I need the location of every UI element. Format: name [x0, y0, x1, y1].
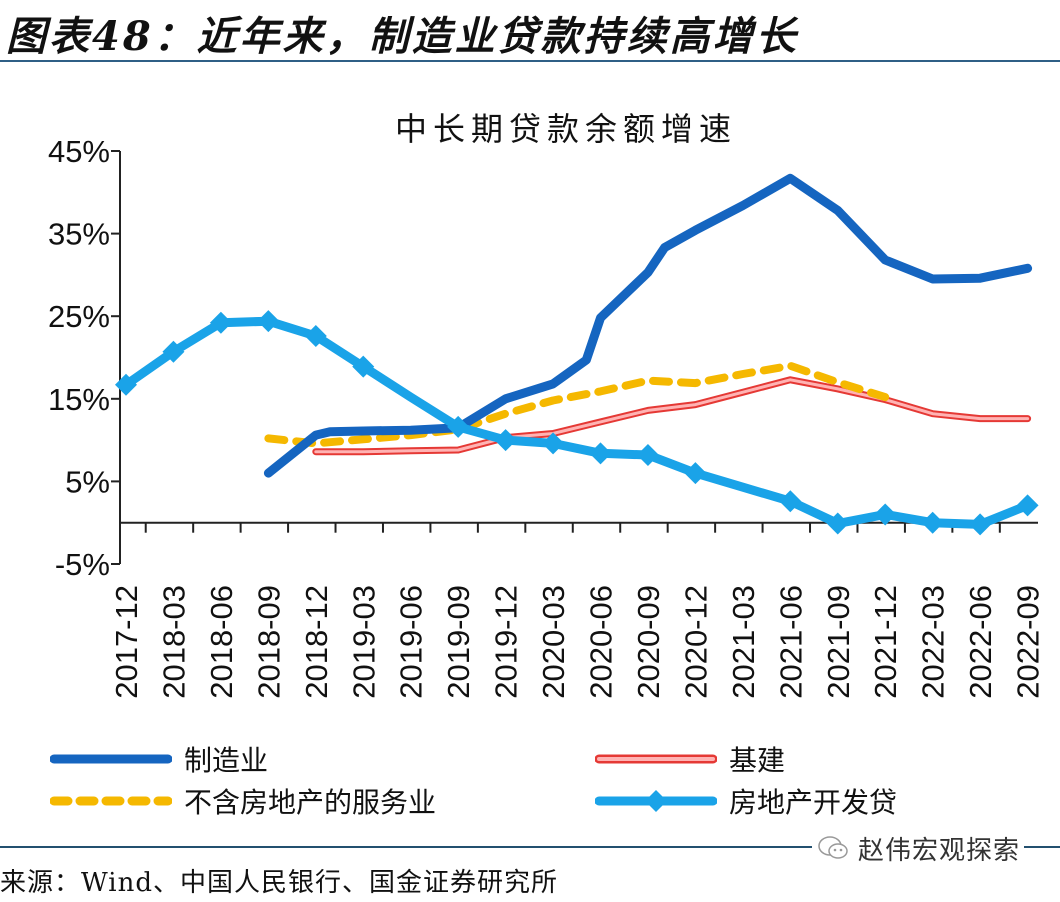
legend-label: 房地产开发贷	[729, 786, 898, 819]
x-tick-label: 2019-06	[394, 585, 429, 699]
line-chart: 中长期贷款余额增速 -5% 5% 15% 25% 35% 45% 2017-12 2018-0…	[48, 110, 1046, 699]
data-point-marker	[1016, 494, 1039, 517]
legend-swatch-dashed-yellow	[50, 796, 172, 806]
wechat-icon	[818, 836, 848, 859]
legend-label: 制造业	[184, 744, 269, 777]
data-point-marker	[636, 443, 659, 466]
data-point-marker	[826, 512, 849, 535]
legend-item-services: 不含房地产的服务业	[50, 781, 436, 821]
series-1	[312, 376, 1032, 456]
series-line-infrastructure-inner	[314, 378, 1030, 454]
source-note: 来源：Wind、中国人民银行、国金证券研究所	[0, 868, 558, 898]
x-tick-label: 2020-12	[678, 585, 713, 699]
legend: 制造业 基建 不含房地产的服务业 房地产开发贷	[0, 735, 1060, 825]
series-line-infrastructure	[312, 376, 1032, 456]
legend-swatch-double-red	[595, 754, 717, 764]
data-point-marker	[494, 429, 517, 452]
data-point-marker	[352, 355, 375, 378]
y-tick-label: 35%	[48, 217, 110, 252]
data-point-marker	[162, 340, 185, 363]
x-tick-label: 2022-06	[963, 585, 998, 699]
watermark-text: 赵伟宏观探索	[858, 835, 1021, 866]
bottom-divider	[0, 846, 1060, 848]
x-tick-label: 2021-12	[868, 585, 903, 699]
x-tick-label: 2018-12	[299, 585, 334, 699]
legend-swatch-solid-blue	[50, 754, 172, 764]
x-tick-label: 2018-06	[204, 585, 239, 699]
legend-label: 基建	[729, 744, 786, 777]
data-point-marker	[209, 311, 232, 334]
x-tick-label: 2022-03	[916, 585, 951, 699]
x-tick-label: 2018-09	[251, 585, 286, 699]
x-tick-label: 2020-03	[536, 585, 571, 699]
series-line-services	[264, 361, 890, 448]
x-tick-label: 2020-09	[631, 585, 666, 699]
legend-swatch-marker-lightblue	[595, 790, 717, 812]
data-point-marker	[921, 511, 944, 534]
data-point-marker	[969, 513, 992, 536]
axes: -5% 5% 15% 25% 35% 45% 2017-12 2018-03 2018-06 20…	[48, 134, 1046, 699]
legend-item-infrastructure: 基建	[595, 739, 785, 779]
y-tick-label: 45%	[48, 134, 110, 169]
series-0	[263, 173, 1033, 478]
x-tick-label: 2021-09	[821, 585, 856, 699]
y-tick-label: 5%	[65, 464, 110, 499]
data-point-marker	[447, 415, 470, 438]
x-tick-label: 2019-12	[489, 585, 524, 699]
figure-title: 图表48：近年来，制造业贷款持续高增长	[6, 13, 799, 60]
data-point-marker	[542, 432, 565, 455]
x-tick-label: 2018-03	[156, 585, 191, 699]
series-line-real-estate	[121, 316, 1033, 529]
data-point-marker	[684, 462, 707, 485]
x-tick-label: 2021-06	[773, 585, 808, 699]
watermark: 赵伟宏观探索	[812, 832, 1025, 866]
series-3	[115, 310, 1039, 536]
x-tick-label: 2022-09	[1011, 585, 1046, 699]
data-point-marker	[304, 325, 327, 348]
x-tick-label: 2019-03	[346, 585, 381, 699]
legend-item-manufacturing: 制造业	[50, 739, 268, 779]
y-tick-label: -5%	[55, 547, 110, 582]
legend-item-real-estate: 房地产开发贷	[595, 781, 897, 821]
x-tick-label: 2020-06	[584, 585, 619, 699]
legend-label: 不含房地产的服务业	[184, 786, 437, 819]
data-point-marker	[257, 310, 280, 333]
y-tick-label: 25%	[48, 299, 110, 334]
y-tick-label: 15%	[48, 382, 110, 417]
data-point-marker	[779, 490, 802, 513]
series-2	[264, 361, 890, 448]
x-tick-label: 2017-12	[109, 585, 144, 699]
data-point-marker	[874, 503, 897, 526]
data-point-marker	[115, 373, 137, 396]
series-line-manufacturing	[263, 173, 1033, 478]
series-layer	[115, 173, 1039, 536]
data-point-marker	[589, 442, 612, 465]
chart-title: 中长期贷款余额增速	[395, 110, 737, 148]
top-divider	[0, 60, 1060, 62]
x-tick-label: 2021-03	[726, 585, 761, 699]
x-tick-label: 2019-09	[441, 585, 476, 699]
